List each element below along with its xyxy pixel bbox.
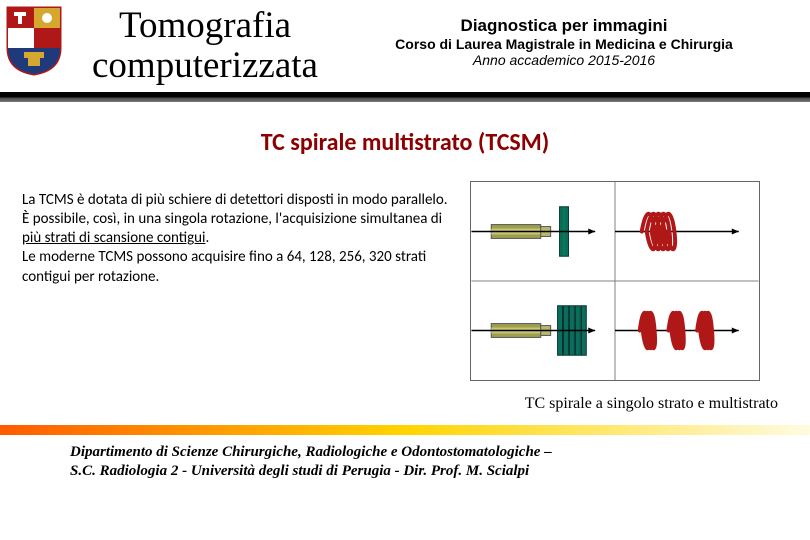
divider-top	[0, 92, 810, 102]
figure-caption: TC spirale a singolo strato e multistrat…	[0, 385, 810, 413]
footer-line1: Dipartimento di Scienze Chirurgiche, Rad…	[70, 443, 790, 463]
section-heading: TC spirale multistrato (TCSM)	[0, 128, 810, 157]
footer: Dipartimento di Scienze Chirurgiche, Rad…	[0, 435, 810, 482]
body-p2-underlined: più strati di scansione contigui	[22, 229, 205, 247]
body-p1: La TCMS è dotata di più schiere di detet…	[22, 191, 448, 209]
course-line3: Anno accademico 2015-2016	[328, 52, 800, 68]
ct-diagram	[470, 181, 760, 381]
main-title: Tomografia computerizzata	[72, 6, 318, 86]
body-text: La TCMS è dotata di più schiere di detet…	[22, 181, 452, 287]
university-crest-icon	[6, 6, 62, 76]
body-p2a: È possibile, così, in una singola rotazi…	[22, 210, 442, 228]
course-line1: Diagnostica per immagini	[328, 16, 800, 36]
course-line2: Corso di Laurea Magistrale in Medicina e…	[328, 36, 800, 52]
header: Tomografia computerizzata Diagnostica pe…	[0, 0, 810, 86]
body-p2b: .	[205, 229, 209, 247]
divider-bottom	[0, 425, 810, 435]
body-p3: Le moderne TCMS possono acquisire fino a…	[22, 248, 426, 285]
title-line2: computerizzata	[92, 46, 318, 86]
title-line1: Tomografia	[92, 6, 318, 46]
content-area: La TCMS è dotata di più schiere di detet…	[0, 181, 810, 381]
course-info: Diagnostica per immagini Corso di Laurea…	[328, 6, 800, 68]
footer-line2: S.C. Radiologia 2 - Università degli stu…	[70, 462, 790, 482]
